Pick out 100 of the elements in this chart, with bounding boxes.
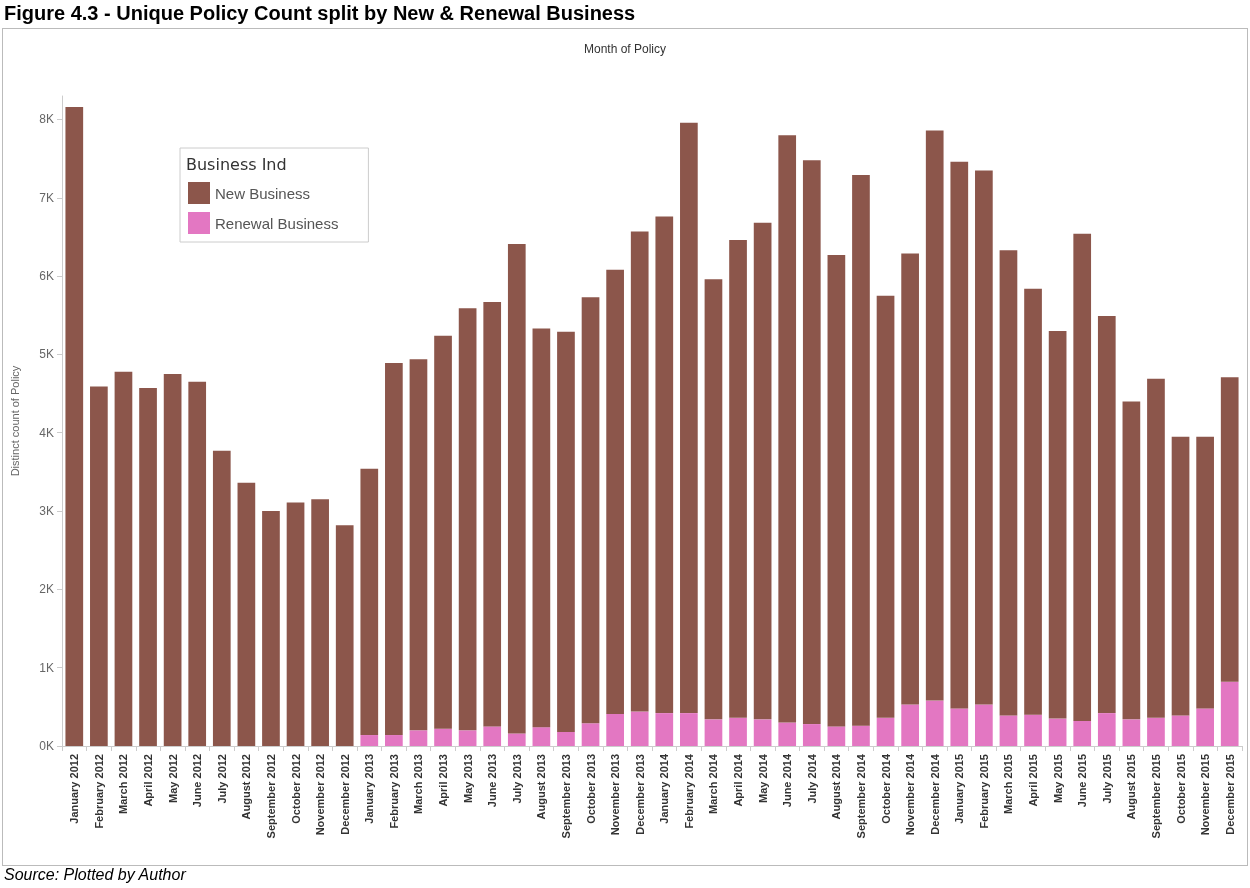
bar xyxy=(286,502,305,746)
x-tick-label: September 2012 xyxy=(264,754,277,839)
x-tick-label: July 2015 xyxy=(1100,754,1113,804)
bar xyxy=(950,708,969,746)
bar xyxy=(925,130,944,701)
bar xyxy=(163,374,182,746)
x-tick-label: January 2013 xyxy=(363,754,376,824)
x-tick-label: July 2014 xyxy=(805,753,818,804)
bar xyxy=(802,160,821,725)
x-tick-label: October 2014 xyxy=(879,753,892,824)
bar xyxy=(507,244,526,734)
x-tick-label: February 2013 xyxy=(387,754,400,829)
bar xyxy=(532,727,551,746)
bar xyxy=(975,704,993,746)
bar xyxy=(385,363,403,736)
x-tick-label: December 2013 xyxy=(633,754,646,835)
bar xyxy=(1122,719,1141,746)
source-note: Source: Plotted by Author xyxy=(4,866,186,884)
bar xyxy=(778,722,797,746)
x-tick-label: November 2014 xyxy=(904,753,917,836)
bar xyxy=(409,359,428,731)
x-tick-label: April 2012 xyxy=(142,754,155,807)
x-tick-label: May 2013 xyxy=(461,754,474,803)
bar xyxy=(680,713,698,746)
bar xyxy=(901,253,919,705)
bar xyxy=(262,511,280,746)
bar xyxy=(557,331,575,732)
bar xyxy=(335,525,354,746)
bar xyxy=(212,450,231,746)
bar xyxy=(901,704,919,746)
bar xyxy=(802,724,821,746)
legend-title: Business Ind xyxy=(186,154,287,174)
bar xyxy=(753,222,772,720)
bar xyxy=(606,269,624,714)
bar xyxy=(876,717,895,746)
bar xyxy=(1220,377,1239,682)
x-tick-label: July 2013 xyxy=(510,754,523,804)
bar xyxy=(729,240,747,718)
x-tick-label: April 2015 xyxy=(1027,754,1040,807)
x-tick-label: May 2014 xyxy=(756,753,769,803)
x-tick-label: January 2012 xyxy=(68,754,81,824)
x-tick-label: February 2014 xyxy=(682,753,695,829)
chart-title: Figure 4.3 - Unique Policy Count split by New & Renewal Business xyxy=(4,2,636,25)
bar xyxy=(1024,288,1042,715)
bar xyxy=(1073,233,1092,721)
bar xyxy=(778,135,797,723)
x-tick-label: June 2014 xyxy=(781,753,794,808)
bar xyxy=(1122,401,1141,720)
bar xyxy=(704,279,723,720)
x-tick-label: March 2014 xyxy=(707,753,720,814)
bar xyxy=(950,161,969,709)
x-tick-label: May 2015 xyxy=(1051,754,1064,803)
x-tick-label: August 2013 xyxy=(535,754,548,820)
bar xyxy=(507,733,526,746)
y-tick-label: 7K xyxy=(39,190,54,205)
x-tick-label: May 2012 xyxy=(166,754,179,803)
bar xyxy=(409,730,428,746)
x-tick-label: March 2013 xyxy=(412,754,425,814)
y-tick-label: 8K xyxy=(39,112,54,127)
bar xyxy=(581,723,600,746)
x-tick-label: July 2012 xyxy=(215,754,228,804)
bar xyxy=(975,170,993,705)
bar xyxy=(729,717,747,746)
bar xyxy=(458,730,477,746)
x-tick-label: October 2013 xyxy=(584,754,597,824)
x-tick-label: April 2014 xyxy=(732,753,745,807)
bar xyxy=(1220,681,1239,746)
x-tick-label: September 2015 xyxy=(1149,754,1162,839)
x-tick-label: December 2015 xyxy=(1223,754,1236,835)
bar xyxy=(65,106,84,746)
bar xyxy=(925,700,944,746)
x-tick-label: February 2015 xyxy=(977,754,990,829)
x-tick-label: August 2014 xyxy=(830,753,843,820)
bar xyxy=(827,254,846,727)
y-tick-label: 3K xyxy=(39,504,54,519)
bar xyxy=(655,216,674,714)
x-tick-label: April 2013 xyxy=(437,754,450,807)
bar xyxy=(630,231,649,712)
x-tick-label: December 2012 xyxy=(338,754,351,835)
x-tick-label: June 2012 xyxy=(191,754,204,808)
bar xyxy=(139,388,157,746)
x-tick-label: March 2015 xyxy=(1002,754,1015,814)
bar xyxy=(704,719,723,746)
x-tick-label: August 2012 xyxy=(240,754,253,820)
bar xyxy=(1147,378,1165,718)
bar xyxy=(655,713,674,746)
bar xyxy=(434,728,452,746)
bar xyxy=(827,726,846,746)
bar xyxy=(753,719,772,746)
bar xyxy=(483,301,502,727)
bar xyxy=(483,726,502,746)
bar xyxy=(385,735,403,746)
bar xyxy=(311,499,329,746)
bar xyxy=(1048,718,1067,746)
bar xyxy=(999,250,1018,716)
x-tick-label: October 2012 xyxy=(289,754,302,824)
bar xyxy=(1097,316,1116,714)
y-tick-label: 1K xyxy=(39,660,54,675)
y-tick-label: 2K xyxy=(39,582,54,597)
bar xyxy=(852,175,870,726)
